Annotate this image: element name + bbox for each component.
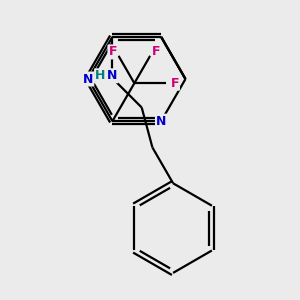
- Text: H: H: [95, 69, 106, 82]
- Text: F: F: [108, 45, 117, 58]
- Text: N: N: [156, 115, 166, 128]
- Text: N: N: [83, 73, 93, 85]
- Text: F: F: [170, 77, 179, 90]
- Text: F: F: [152, 45, 160, 58]
- Text: N: N: [107, 69, 118, 82]
